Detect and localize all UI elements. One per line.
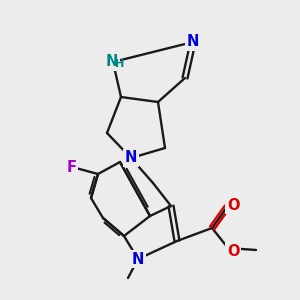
Text: N: N: [106, 55, 118, 70]
Text: F: F: [67, 160, 77, 175]
Text: N: N: [125, 151, 137, 166]
Text: N: N: [132, 251, 144, 266]
Text: O: O: [227, 197, 239, 212]
Text: O: O: [227, 244, 239, 259]
Text: H: H: [115, 59, 125, 69]
Text: N: N: [187, 34, 199, 50]
